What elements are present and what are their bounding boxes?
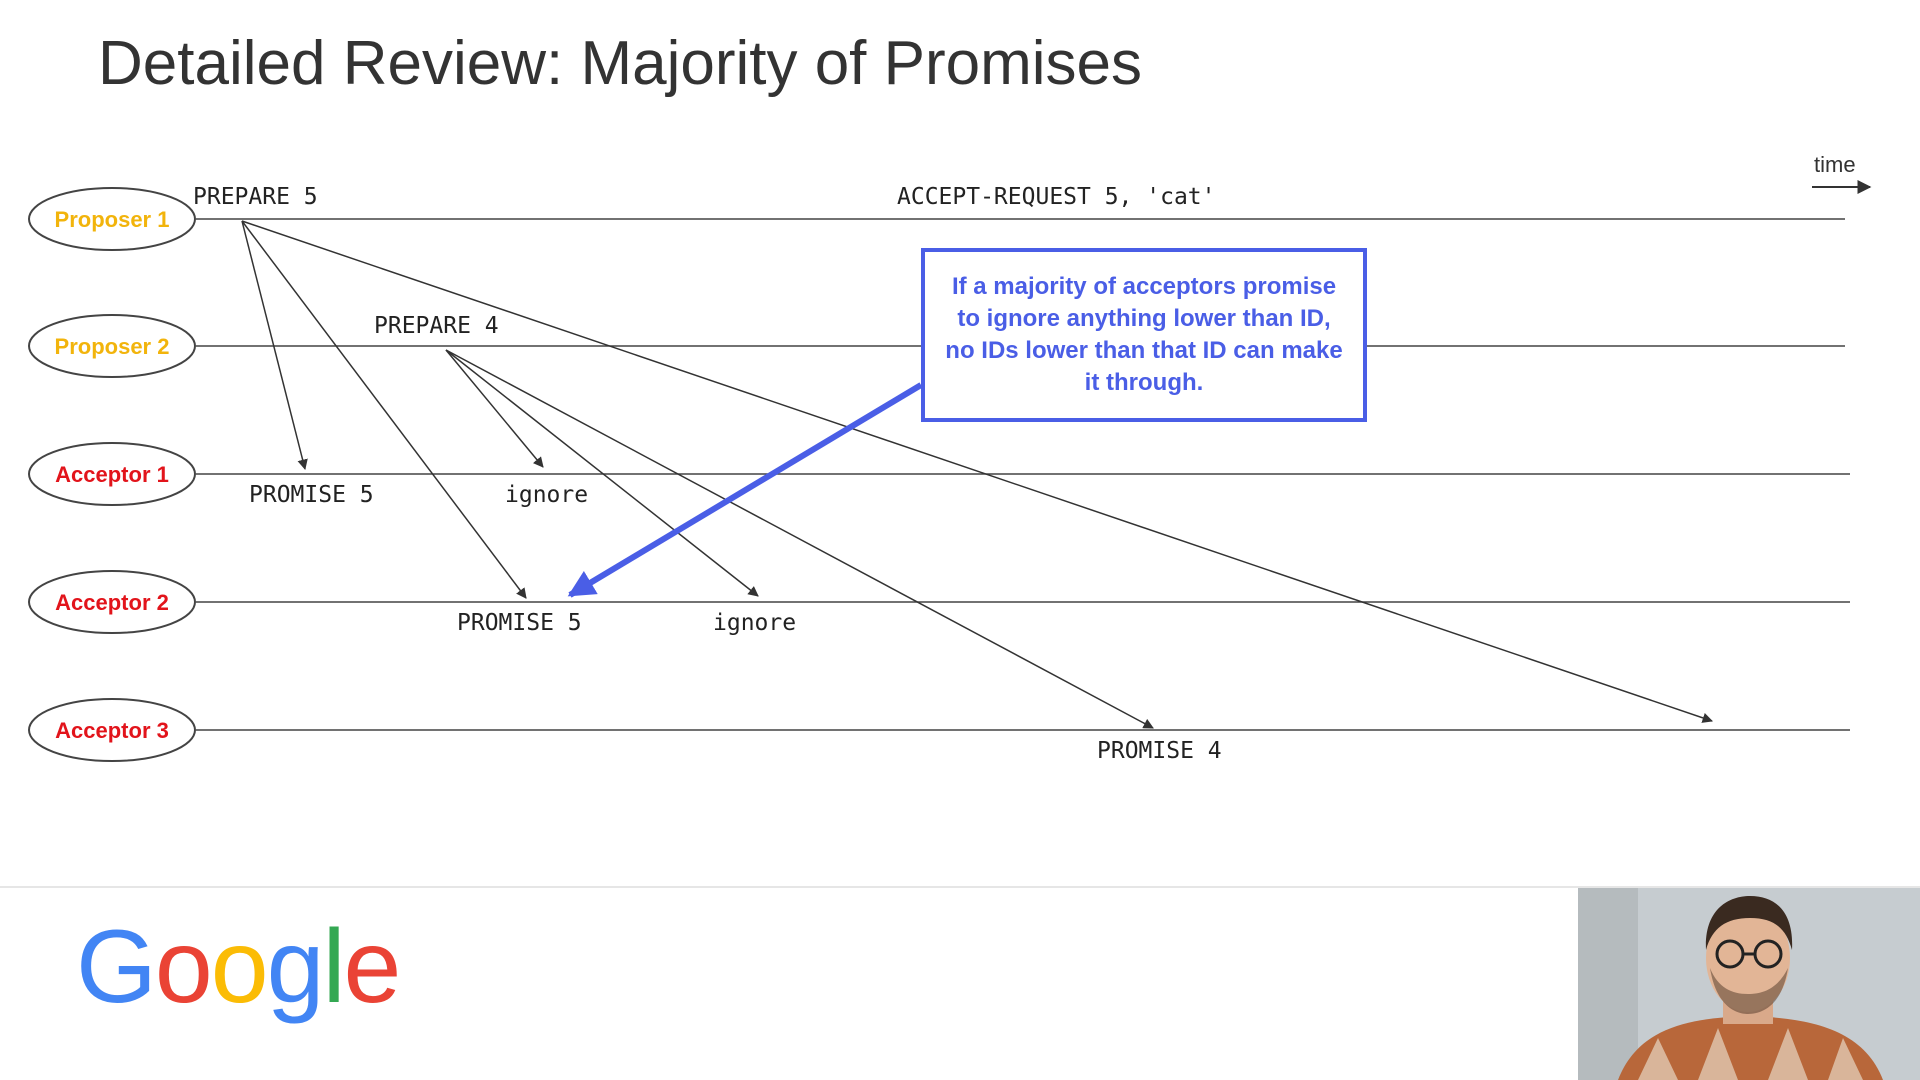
label-accept-request: ACCEPT-REQUEST 5, 'cat' xyxy=(897,184,1216,210)
paxos-timeline-diagram: time Proposer 1 Proposer 2 Acceptor 1 Ac… xyxy=(28,152,1872,764)
webcam-video xyxy=(1578,888,1920,1080)
node-proposer-1: Proposer 1 xyxy=(28,187,196,251)
callout-box: If a majority of acceptors promise to ig… xyxy=(921,248,1367,422)
callout-text: If a majority of acceptors promise to ig… xyxy=(945,273,1343,396)
node-acceptor-3: Acceptor 3 xyxy=(28,698,196,762)
google-logo-letter-g: G xyxy=(76,909,157,1025)
node-label: Proposer 1 xyxy=(55,207,170,232)
node-label: Acceptor 1 xyxy=(55,462,169,487)
node-label: Proposer 2 xyxy=(55,334,170,359)
label-acceptor-2-ignore: ignore xyxy=(713,610,796,636)
label-acceptor-2-promise-5: PROMISE 5 xyxy=(457,610,582,636)
google-logo-letter-e: e xyxy=(343,909,402,1025)
arrow-prepare5-to-acceptor-3 xyxy=(241,220,1713,723)
google-logo: Google xyxy=(76,909,402,1025)
google-logo-letter-g2: g xyxy=(266,909,325,1025)
google-logo-letter-o2: o xyxy=(210,909,269,1025)
arrow-prepare4-to-acceptor-1 xyxy=(445,349,544,468)
arrow-prepare5-to-acceptor-2 xyxy=(241,220,527,599)
node-acceptor-2: Acceptor 2 xyxy=(28,570,196,634)
footer-divider xyxy=(0,886,1920,888)
arrow-prepare4-to-acceptor-3 xyxy=(445,349,1154,729)
presenter-image xyxy=(1578,888,1920,1080)
node-label: Acceptor 3 xyxy=(55,718,169,743)
arrow-prepare5-to-acceptor-1 xyxy=(241,220,308,471)
arrow-prepare4-to-acceptor-2 xyxy=(445,349,759,597)
label-acceptor-3-promise-4: PROMISE 4 xyxy=(1097,738,1222,764)
google-logo-letter-l: l xyxy=(322,909,345,1025)
label-prepare-5: PREPARE 5 xyxy=(193,184,318,210)
label-acceptor-1-promise-5: PROMISE 5 xyxy=(249,482,374,508)
label-acceptor-1-ignore: ignore xyxy=(505,482,588,508)
slide-title: Detailed Review: Majority of Promises xyxy=(98,29,1143,98)
label-prepare-4: PREPARE 4 xyxy=(374,313,499,339)
time-label: time xyxy=(1814,152,1856,177)
node-proposer-2: Proposer 2 xyxy=(28,314,196,378)
node-label: Acceptor 2 xyxy=(55,590,169,615)
google-logo-letter-o1: o xyxy=(154,909,213,1025)
node-acceptor-1: Acceptor 1 xyxy=(28,442,196,506)
callout-pointer-arrow xyxy=(567,382,923,598)
